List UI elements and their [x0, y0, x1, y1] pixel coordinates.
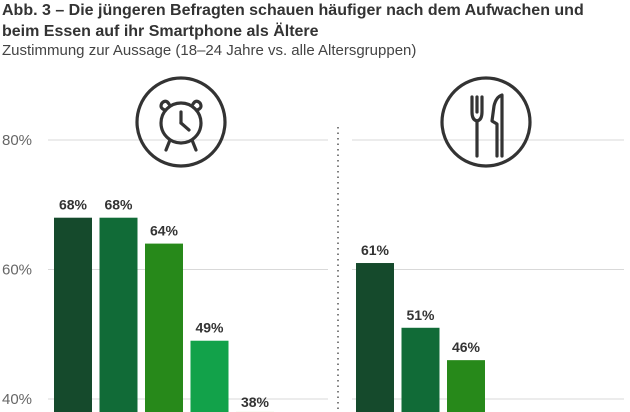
alarm-clock-icon — [135, 76, 227, 168]
bar-value-label: 68% — [59, 197, 88, 213]
bar — [54, 217, 92, 412]
y-tick-label: 40% — [2, 391, 32, 408]
y-tick-label: 80% — [2, 132, 32, 149]
chart-title-line-1: Abb. 3 – Die jüngeren Befragten schauen … — [2, 2, 584, 19]
y-tick-label: 60% — [2, 262, 32, 279]
bar — [145, 243, 183, 412]
chart-title: Abb. 3 – Die jüngeren Befragten schauen … — [2, 0, 628, 42]
bar-value-label: 46% — [452, 339, 481, 355]
chart-subtitle: Zustimmung zur Aussage (18–24 Jahre vs. … — [2, 42, 417, 59]
bar-value-label: 68% — [104, 197, 133, 213]
bar-value-label: 51% — [406, 307, 435, 323]
bar-value-label: 49% — [195, 320, 224, 336]
bar — [401, 327, 440, 412]
bar-value-label: 38% — [241, 394, 270, 410]
chart-title-line-2: beim Essen auf ihr Smartphone als Ältere — [2, 23, 319, 40]
bar — [99, 217, 138, 412]
fork-knife-icon — [440, 76, 532, 168]
bar-value-label: 64% — [150, 223, 179, 239]
bar — [356, 263, 394, 412]
bar-value-label: 61% — [361, 242, 390, 258]
bar — [190, 340, 229, 412]
bar — [447, 360, 485, 412]
